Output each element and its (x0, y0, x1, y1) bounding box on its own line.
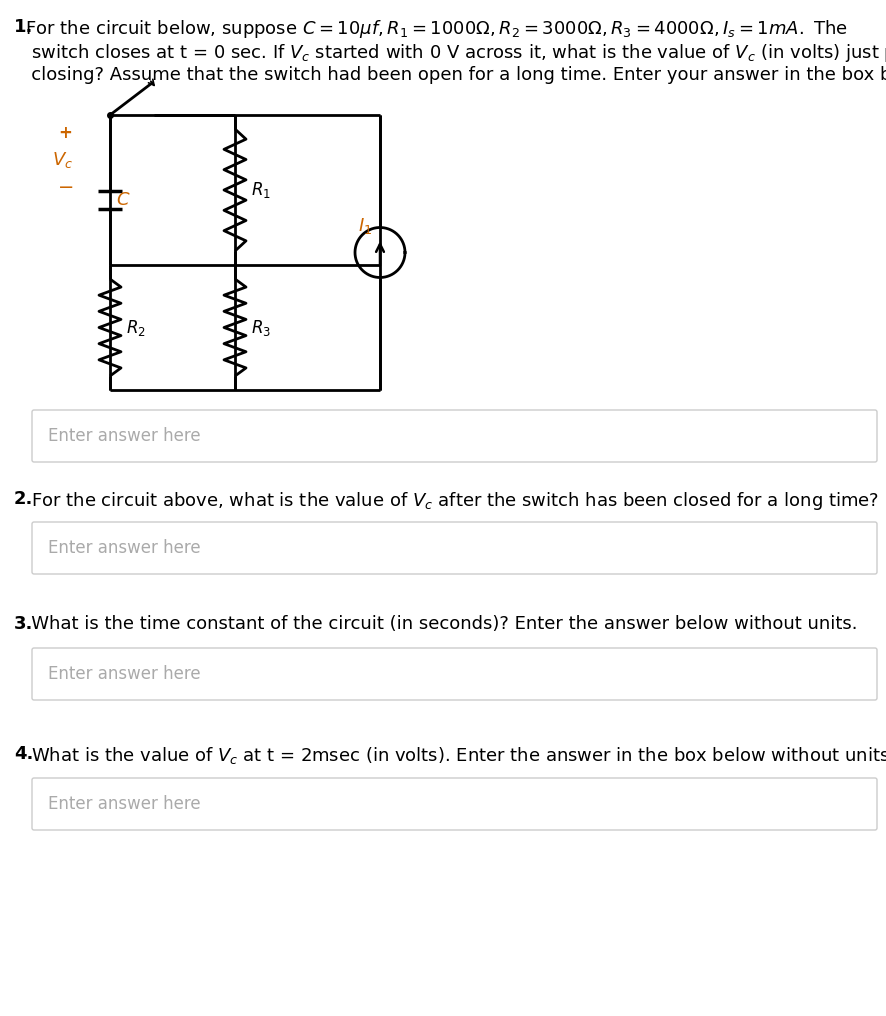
Text: $V_c$: $V_c$ (52, 150, 73, 170)
Text: 1.: 1. (14, 18, 34, 36)
Text: +: + (58, 124, 72, 142)
Text: $R_2$: $R_2$ (126, 317, 145, 337)
Text: What is the time constant of the circuit (in seconds)? Enter the answer below wi: What is the time constant of the circuit… (14, 615, 857, 633)
Text: What is the value of $V_c$ at t = 2msec (in volts). Enter the answer in the box : What is the value of $V_c$ at t = 2msec … (14, 745, 886, 766)
Text: Enter answer here: Enter answer here (48, 665, 200, 683)
Text: For the circuit above, what is the value of $V_c$ after the switch has been clos: For the circuit above, what is the value… (14, 490, 878, 512)
FancyBboxPatch shape (32, 522, 876, 574)
Text: closing? Assume that the switch had been open for a long time. Enter your answer: closing? Assume that the switch had been… (14, 66, 886, 84)
Text: $R_3$: $R_3$ (251, 317, 271, 337)
Text: $I_1$: $I_1$ (357, 215, 371, 236)
Text: 2.: 2. (14, 490, 34, 508)
Text: 4.: 4. (14, 745, 34, 763)
FancyBboxPatch shape (32, 648, 876, 700)
FancyBboxPatch shape (32, 410, 876, 462)
Text: C: C (116, 191, 128, 209)
Text: Enter answer here: Enter answer here (48, 427, 200, 445)
Text: 3.: 3. (14, 615, 34, 633)
Text: For the circuit below, suppose $C = 10\mu f, R_1 = 1000\Omega, R_2 = 3000\Omega,: For the circuit below, suppose $C = 10\m… (14, 18, 847, 40)
Text: Enter answer here: Enter answer here (48, 795, 200, 813)
Text: −: − (58, 178, 74, 196)
Text: $R_1$: $R_1$ (251, 180, 270, 200)
FancyBboxPatch shape (32, 778, 876, 830)
Text: switch closes at t = 0 sec. If $V_c$ started with 0 V across it, what is the val: switch closes at t = 0 sec. If $V_c$ sta… (14, 42, 886, 64)
Text: Enter answer here: Enter answer here (48, 539, 200, 557)
